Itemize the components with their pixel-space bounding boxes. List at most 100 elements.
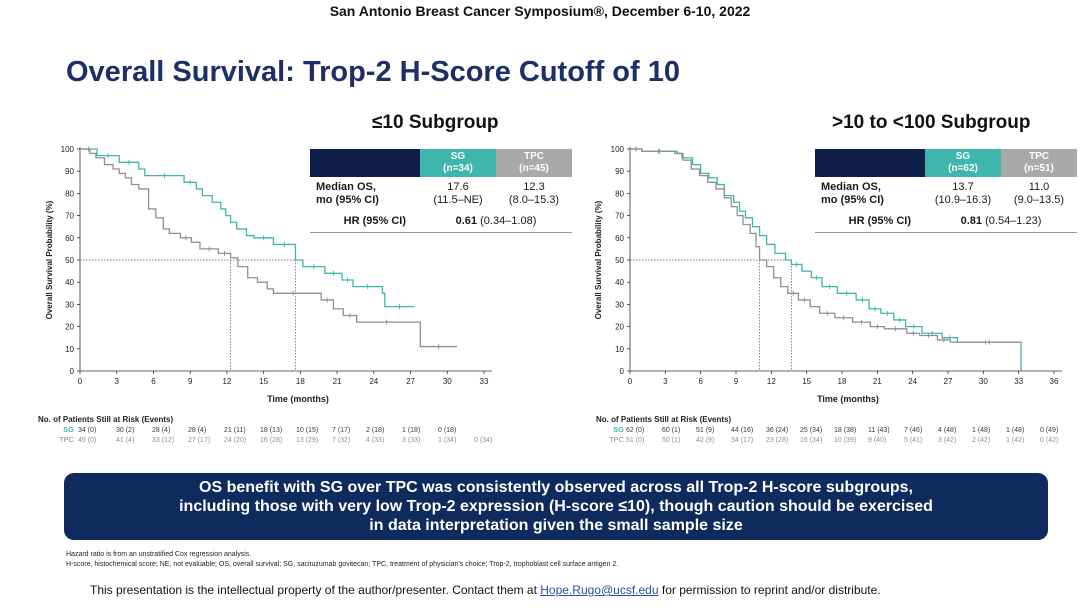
x-tick-label: 30	[979, 377, 988, 386]
risk-sg-label: SG	[63, 425, 74, 434]
tpc-median-os: 11.0 (9.0–13.5)	[1013, 181, 1065, 206]
risk-sg-value: 36 (24)	[766, 427, 788, 434]
risk-tpc-value: 1 (42)	[1006, 437, 1024, 444]
x-tick-label: 27	[944, 377, 953, 386]
conclusion-callout: OS benefit with SG over TPC was consiste…	[64, 473, 1048, 540]
km-curve-sg	[630, 148, 1022, 371]
risk-sg-value: 44 (16)	[731, 427, 753, 434]
x-tick-label: 24	[369, 377, 378, 386]
right-xlabel: Time (months)	[817, 394, 879, 404]
median-os-label: Median OS, mo (95% CI)	[821, 181, 884, 206]
x-tick-label: 24	[908, 377, 917, 386]
risk-tpc-value: 33 (12)	[152, 437, 174, 444]
x-tick-label: 21	[873, 377, 882, 386]
risk-tpc-value: 50 (1)	[662, 437, 680, 444]
risk-tpc-value: 41 (4)	[116, 437, 134, 444]
x-tick-label: 3	[115, 377, 120, 386]
km-curve-sg	[80, 148, 415, 308]
y-tick-label: 60	[615, 234, 624, 243]
risk-sg-value: 0 (49)	[1040, 427, 1058, 434]
left-stats-table: SG (n=34) TPC (n=45) Median OS, mo (95% …	[310, 149, 572, 233]
risk-sg-value: 18 (13)	[260, 427, 282, 434]
y-tick-label: 50	[65, 256, 74, 265]
risk-sg-value: 1 (48)	[1006, 427, 1024, 434]
x-tick-label: 33	[1014, 377, 1023, 386]
y-tick-label: 90	[65, 167, 74, 176]
y-tick-label: 60	[65, 234, 74, 243]
conference-banner: San Antonio Breast Cancer Symposium®, De…	[329, 3, 751, 19]
y-tick-label: 70	[615, 212, 624, 221]
sg-column-header: SG (n=62)	[925, 149, 1001, 177]
y-tick-label: 40	[615, 278, 624, 287]
risk-sg-value: 62 (0)	[626, 427, 644, 434]
risk-sg-value: 4 (48)	[938, 427, 956, 434]
risk-tpc-value: 16 (28)	[260, 437, 282, 444]
x-tick-label: 15	[802, 377, 811, 386]
x-tick-label: 3	[663, 377, 668, 386]
y-tick-label: 10	[65, 345, 74, 354]
x-tick-label: 9	[188, 377, 193, 386]
x-tick-label: 12	[222, 377, 231, 386]
callout-line-3: in data interpretation given the small s…	[369, 517, 743, 534]
hr-label: HR (95% CI)	[343, 214, 406, 227]
risk-sg-value: 28 (4)	[188, 427, 206, 434]
x-tick-label: 6	[151, 377, 156, 386]
y-tick-label: 80	[65, 189, 74, 198]
risk-sg-value: 18 (38)	[834, 427, 856, 434]
risk-table-title: No. of Patients Still at Risk (Events)	[38, 415, 173, 424]
risk-tpc-value: 16 (34)	[800, 437, 822, 444]
sg-median-os: 17.6 (11.5–NE)	[433, 181, 483, 206]
risk-sg-value: 10 (15)	[296, 427, 318, 434]
risk-sg-value: 1 (48)	[972, 427, 990, 434]
ip-notice-prefix: This presentation is the intellectual pr…	[90, 583, 537, 597]
y-tick-label: 100	[611, 145, 625, 154]
risk-sg-value: 30 (2)	[116, 427, 134, 434]
y-tick-label: 30	[615, 300, 624, 309]
risk-tpc-value: 4 (33)	[366, 437, 384, 444]
risk-tpc-value: 45 (0)	[78, 437, 96, 444]
risk-tpc-value: 27 (17)	[188, 437, 210, 444]
risk-sg-value: 25 (34)	[800, 427, 822, 434]
x-tick-label: 0	[78, 377, 83, 386]
risk-tpc-value: 42 (9)	[696, 437, 714, 444]
y-tick-label: 0	[70, 367, 75, 376]
y-tick-label: 40	[65, 278, 74, 287]
risk-tpc-value: 1 (34)	[438, 437, 456, 444]
risk-sg-value: 11 (43)	[868, 427, 890, 434]
ip-notice: This presentation is the intellectual pr…	[90, 583, 881, 597]
risk-tpc-value: 10 (39)	[834, 437, 856, 444]
contact-email-link[interactable]: Hope.Rugo@ucsf.edu	[540, 583, 659, 597]
right-stats-table: SG (n=62) TPC (n=51) Median OS, mo (95% …	[815, 149, 1077, 233]
risk-tpc-value: 7 (32)	[332, 437, 350, 444]
risk-sg-value: 28 (4)	[152, 427, 170, 434]
risk-tpc-value: 24 (20)	[224, 437, 246, 444]
risk-tpc-value: 5 (41)	[904, 437, 922, 444]
risk-sg-value: 2 (18)	[366, 427, 384, 434]
x-tick-label: 33	[480, 377, 489, 386]
y-tick-label: 100	[61, 145, 75, 154]
y-tick-label: 80	[615, 189, 624, 198]
km-curve-tpc	[630, 148, 1022, 343]
hr-value: 0.81 (0.54–1.23)	[960, 214, 1042, 227]
x-tick-label: 36	[1050, 377, 1059, 386]
risk-tpc-label: TPC	[609, 435, 625, 444]
risk-tpc-value: 9 (40)	[868, 437, 886, 444]
risk-sg-value: 51 (9)	[696, 427, 714, 434]
x-tick-label: 30	[443, 377, 452, 386]
y-tick-label: 30	[65, 300, 74, 309]
left-xlabel: Time (months)	[267, 394, 329, 404]
tpc-median-os: 12.3 (8.0–15.3)	[508, 181, 560, 206]
risk-sg-label: SG	[613, 425, 624, 434]
x-tick-label: 18	[838, 377, 847, 386]
ip-notice-suffix: for permission to reprint and/or distrib…	[661, 583, 881, 597]
risk-tpc-value: 0 (42)	[1040, 437, 1058, 444]
y-tick-label: 50	[615, 256, 624, 265]
sg-median-os: 13.7 (10.9–16.3)	[934, 181, 992, 206]
risk-sg-value: 21 (11)	[224, 427, 246, 434]
risk-tpc-value: 3 (33)	[402, 437, 420, 444]
footnote-hazard: Hazard ratio is from an unstratified Cox…	[66, 551, 252, 558]
x-tick-label: 9	[734, 377, 739, 386]
tpc-column-header: TPC (n=51)	[1001, 149, 1077, 177]
